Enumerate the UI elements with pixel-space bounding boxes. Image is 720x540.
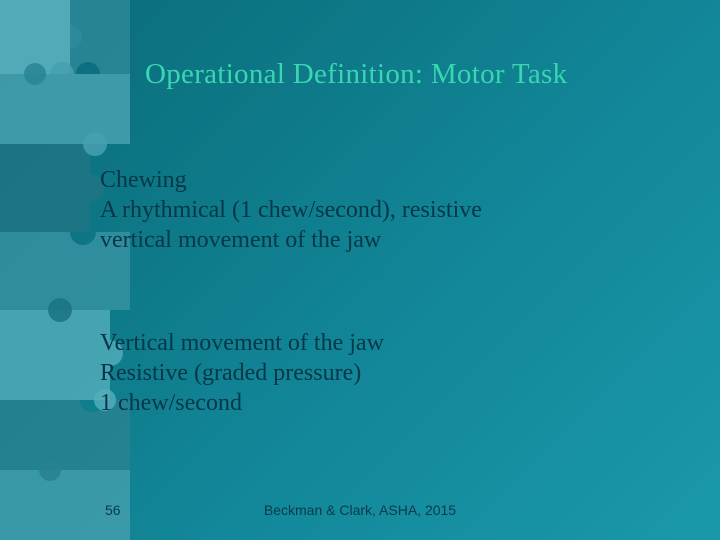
slide: Operational Definition: Motor Task Chewi…: [0, 0, 720, 540]
def-term: Chewing: [100, 165, 680, 195]
definition-block: Chewing A rhythmical (1 chew/second), re…: [100, 165, 680, 255]
component-line: 1 chew/second: [100, 388, 680, 418]
footer-citation: Beckman & Clark, ASHA, 2015: [0, 502, 720, 518]
puzzle-decor: [0, 0, 160, 540]
components-block: Vertical movement of the jaw Resistive (…: [100, 328, 680, 418]
component-line: Vertical movement of the jaw: [100, 328, 680, 358]
def-line: vertical movement of the jaw: [100, 225, 680, 255]
slide-title: Operational Definition: Motor Task: [145, 58, 690, 91]
def-line: A rhythmical (1 chew/second), resistive: [100, 195, 680, 225]
component-line: Resistive (graded pressure): [100, 358, 680, 388]
